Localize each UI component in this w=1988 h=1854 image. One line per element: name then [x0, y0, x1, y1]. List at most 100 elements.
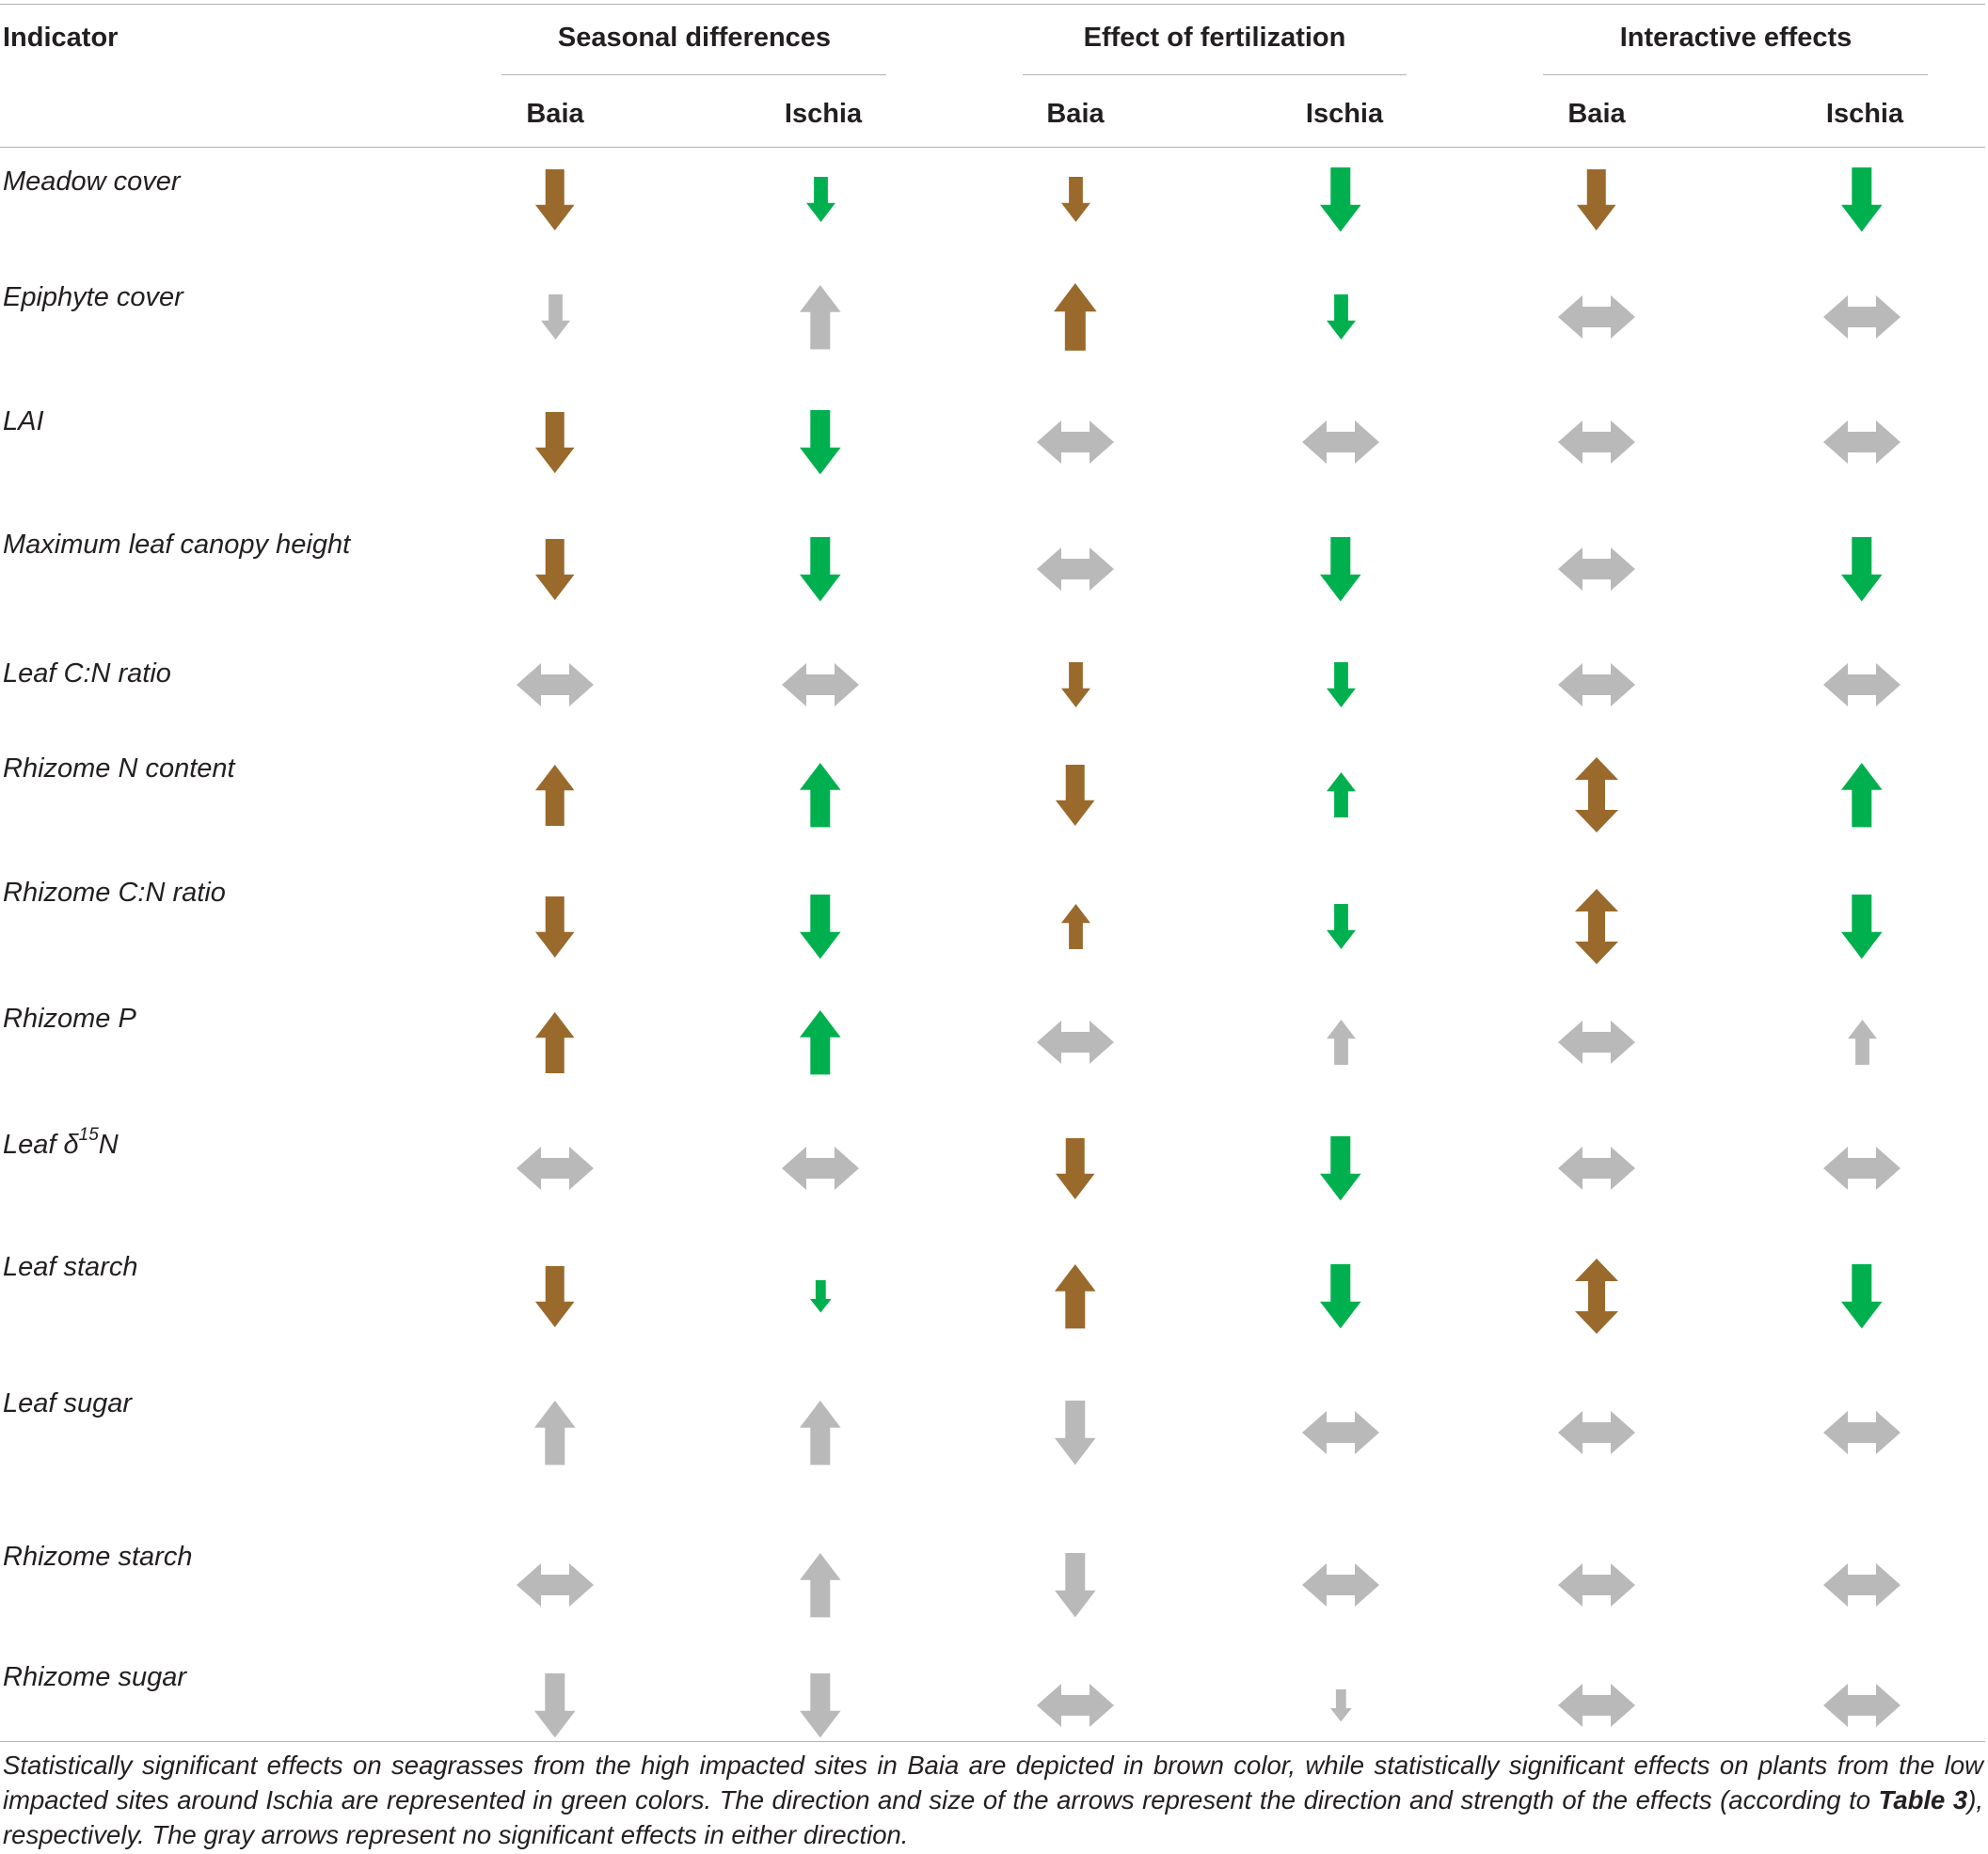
- arrow-left-right-icon: [1823, 295, 1901, 339]
- arrow-shape: [517, 1563, 594, 1607]
- group-header-fertilization: Effect of fertilization: [1083, 23, 1346, 53]
- arrow-up-icon: [1054, 283, 1097, 351]
- arrow-left-right-icon: [1823, 1411, 1901, 1454]
- header-rule: [0, 147, 1985, 148]
- arrow-down-icon: [1320, 1263, 1361, 1329]
- arrow-down-icon: [535, 1265, 575, 1327]
- arrow-shape: [517, 1147, 594, 1190]
- arrow-shape: [1823, 1563, 1901, 1607]
- arrow-left-right-icon: [1823, 420, 1901, 464]
- arrow-shape: [1320, 1135, 1361, 1201]
- arrow-down-icon: [535, 411, 575, 473]
- arrow-shape: [1558, 1563, 1635, 1607]
- arrow-shape: [1558, 1684, 1635, 1727]
- arrow-down-icon: [1056, 1137, 1095, 1199]
- arrow-up-icon: [534, 1400, 576, 1466]
- arrow-shape: [1054, 283, 1097, 351]
- indicator-label: LAI: [3, 406, 44, 436]
- arrow-shape: [1056, 764, 1095, 826]
- arrow-left-right-icon: [782, 1147, 859, 1190]
- arrow-down-icon: [800, 1672, 841, 1738]
- arrow-shape: [1841, 536, 1883, 602]
- arrow-up-icon: [800, 1400, 841, 1466]
- arrow-shape: [1329, 1688, 1352, 1722]
- arrow-down-icon: [1329, 1688, 1352, 1722]
- arrow-down-icon: [1577, 168, 1616, 230]
- arrow-shape: [1841, 894, 1883, 959]
- arrow-shape: [1823, 1147, 1901, 1190]
- arrow-shape: [1037, 1684, 1114, 1727]
- arrow-shape: [1302, 1563, 1379, 1607]
- indicator-label: Leaf sugar: [3, 1388, 133, 1418]
- arrow-shape: [1302, 1411, 1379, 1454]
- arrow-up-icon: [535, 764, 575, 826]
- arrow-down-icon: [1326, 294, 1356, 340]
- arrow-shape: [800, 1400, 841, 1466]
- arrow-down-icon: [535, 168, 575, 230]
- arrow-shape: [535, 538, 575, 600]
- site-header-interactive-ischia: Ischia: [1825, 99, 1904, 129]
- arrow-left-right-icon: [1558, 663, 1635, 706]
- arrow-shape: [1823, 420, 1901, 464]
- arrow-shape: [535, 1011, 575, 1073]
- arrow-down-icon: [1060, 177, 1090, 222]
- group-header-interactive: Interactive effects: [1619, 23, 1853, 53]
- arrow-left-right-icon: [1558, 1147, 1635, 1190]
- arrow-down-icon: [1326, 662, 1356, 707]
- table-caption: Statistically significant effects on sea…: [3, 1748, 1983, 1852]
- indicator-superscript: 15: [78, 1125, 99, 1146]
- arrow-shape: [1037, 547, 1114, 591]
- arrow-down-icon: [1841, 1263, 1883, 1329]
- arrow-shape: [1841, 166, 1883, 232]
- arrow-shape: [1558, 1411, 1635, 1454]
- arrow-shape: [1823, 295, 1901, 339]
- arrow-down-icon: [1320, 1135, 1361, 1201]
- arrow-left-right-icon: [517, 1147, 594, 1190]
- arrow-up-down-icon: [1575, 1259, 1618, 1334]
- arrow-shape: [1326, 904, 1356, 949]
- arrow-shape: [535, 764, 575, 826]
- table-reference: Table 3: [1878, 1785, 1968, 1814]
- arrow-left-right-icon: [1302, 1563, 1379, 1607]
- arrow-shape: [1320, 166, 1361, 232]
- site-header-interactive-baia: Baia: [1567, 99, 1626, 129]
- arrow-shape: [1823, 1411, 1901, 1454]
- arrow-shape: [535, 168, 575, 230]
- arrow-left-right-icon: [1037, 1021, 1114, 1064]
- arrow-up-icon: [800, 1009, 841, 1075]
- arrow-left-right-icon: [1558, 547, 1635, 591]
- arrow-down-icon: [805, 177, 835, 222]
- arrow-shape: [1320, 536, 1361, 602]
- top-rule: [0, 4, 1985, 5]
- arrow-down-icon: [1841, 894, 1883, 959]
- caption-text-2: ), respectively. The gray arrows represe…: [3, 1785, 1983, 1849]
- arrow-down-icon: [1320, 166, 1361, 232]
- arrow-shape: [800, 1552, 841, 1618]
- arrow-left-right-icon: [1302, 420, 1379, 464]
- arrow-left-right-icon: [1037, 547, 1114, 591]
- arrow-left-right-icon: [1558, 1021, 1635, 1064]
- arrow-shape: [1558, 547, 1635, 591]
- arrow-left-right-icon: [1823, 1563, 1901, 1607]
- arrow-left-right-icon: [782, 663, 859, 706]
- arrow-left-right-icon: [1037, 420, 1114, 464]
- arrow-shape: [782, 663, 859, 706]
- arrow-left-right-icon: [1558, 295, 1635, 339]
- arrow-up-icon: [1055, 1263, 1096, 1329]
- arrow-left-right-icon: [517, 663, 594, 706]
- arrow-shape: [1841, 762, 1883, 828]
- indicator-prefix: Leaf δ: [3, 1130, 79, 1160]
- arrow-down-icon: [1841, 166, 1883, 232]
- arrow-down-icon: [809, 1279, 832, 1313]
- arrow-down-icon: [800, 409, 841, 475]
- arrow-down-icon: [1055, 1552, 1096, 1618]
- arrow-left-right-icon: [517, 1563, 594, 1607]
- site-header-seasonal-ischia: Ischia: [784, 99, 863, 129]
- arrow-down-icon: [535, 538, 575, 600]
- site-header-fertilization-baia: Baia: [1046, 99, 1105, 129]
- arrow-shape: [534, 1672, 576, 1738]
- arrow-shape: [1575, 889, 1618, 964]
- arrow-shape: [517, 663, 594, 706]
- indicator-label: Rhizome P: [3, 1004, 136, 1034]
- arrow-up-icon: [1060, 904, 1090, 949]
